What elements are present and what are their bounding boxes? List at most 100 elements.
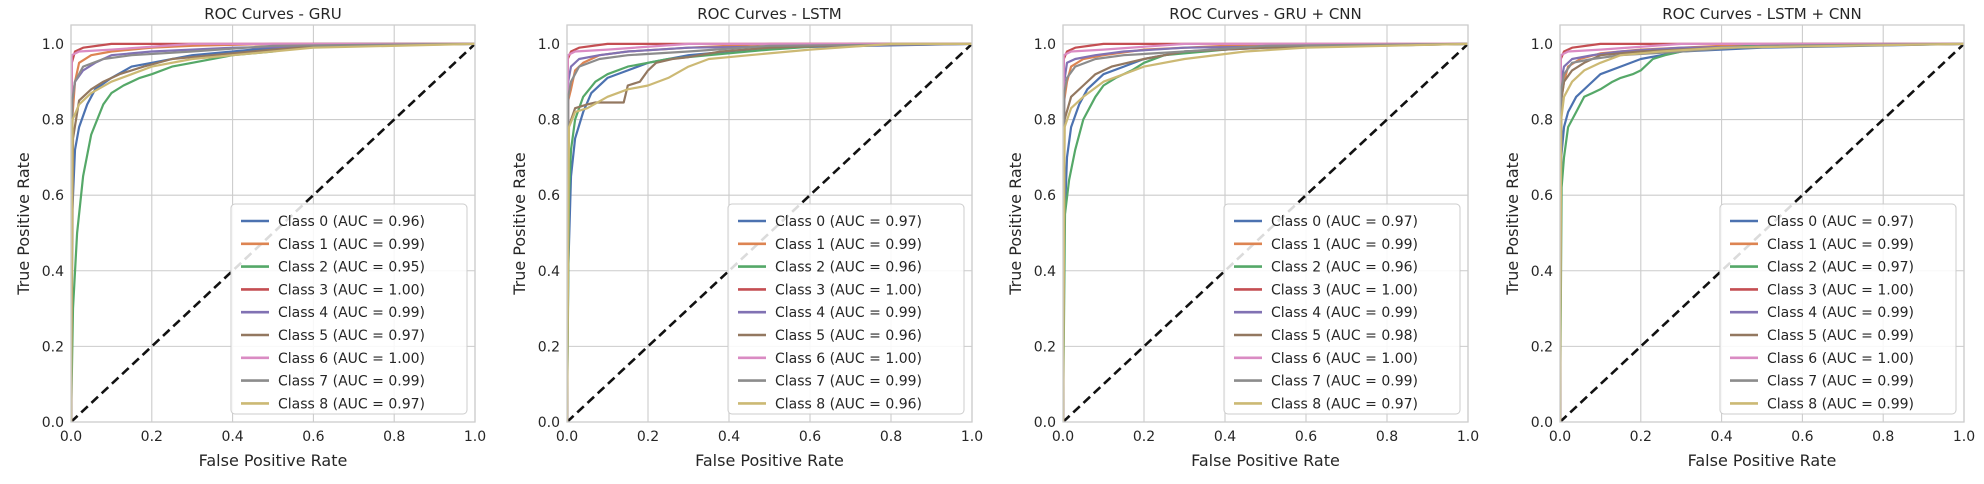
legend-label: Class 4 (AUC = 0.99) [278,305,425,321]
chance-diagonal-line [71,42,475,422]
y-axis-label: True Positive Rate [1006,152,1025,296]
legend-box [1719,203,1957,415]
x-tick-label: 0.8 [880,429,902,445]
y-tick-label: 0.4 [42,264,64,280]
legend-box [230,203,468,415]
y-tick-label: 0.0 [1531,415,1553,431]
legend-label: Class 0 (AUC = 0.97) [775,214,922,230]
roc-curve-class-7 [71,42,475,422]
y-tick-label: 0.4 [1034,264,1056,280]
plot-frame [70,24,476,423]
y-axis-label: True Positive Rate [14,152,33,296]
x-tick-label: 0.2 [1133,429,1155,445]
roc-curve-class-2 [1063,42,1468,422]
legend-label: Class 0 (AUC = 0.97) [1271,214,1418,230]
x-tick-label: 1.0 [1953,429,1975,445]
chance-diagonal-line [1063,42,1468,422]
plot-frame [1559,24,1965,423]
x-axis-label: False Positive Rate [1191,451,1340,470]
y-axis-label: True Positive Rate [510,152,529,296]
y-tick-label: 0.8 [1034,113,1056,129]
x-tick-label: 0.8 [1872,429,1894,445]
y-tick-label: 0.2 [538,339,560,355]
plot-frame [1062,24,1469,423]
x-tick-label: 0.4 [221,429,243,445]
legend-label: Class 1 (AUC = 0.99) [1271,237,1418,253]
legend-label: Class 7 (AUC = 0.99) [278,374,425,390]
x-tick-label: 0.2 [637,429,659,445]
legend-label: Class 3 (AUC = 1.00) [775,282,922,298]
x-tick-label: 0.6 [1295,429,1317,445]
legend-box [1223,203,1461,415]
legend-label: Class 7 (AUC = 0.99) [1767,374,1914,390]
legend-label: Class 2 (AUC = 0.96) [775,260,922,276]
chart-title: ROC Curves - GRU + CNN [1169,5,1362,23]
y-tick-label: 0.6 [538,188,560,204]
roc-curve-class-8 [1560,42,1964,422]
legend-label: Class 4 (AUC = 0.99) [775,305,922,321]
legend-label: Class 5 (AUC = 0.99) [1767,328,1914,344]
y-tick-label: 0.2 [1531,339,1553,355]
y-tick-label: 0.6 [42,188,64,204]
y-tick-label: 0.0 [42,415,64,431]
legend-label: Class 6 (AUC = 1.00) [775,351,922,367]
y-tick-label: 0.6 [1531,188,1553,204]
chart-title: ROC Curves - GRU [204,5,342,23]
x-tick-label: 0.2 [141,429,163,445]
roc-curve-class-7 [567,42,972,422]
plot-frame [566,24,973,423]
roc-curve-class-7 [1063,42,1468,422]
legend-label: Class 3 (AUC = 1.00) [1767,282,1914,298]
chart-title: ROC Curves - LSTM + CNN [1662,5,1862,23]
x-tick-label: 0.8 [383,429,405,445]
legend-label: Class 8 (AUC = 0.97) [1271,396,1418,412]
legend-label: Class 8 (AUC = 0.96) [775,396,922,412]
y-tick-label: 0.6 [1034,188,1056,204]
legend: Class 0 (AUC = 0.97) Class 1 (AUC = 0.99)… [727,203,965,415]
x-tick-label: 0.0 [60,429,82,445]
x-tick-label: 0.8 [1376,429,1398,445]
legend-label: Class 1 (AUC = 0.99) [1767,237,1914,253]
roc-curve-class-8 [71,42,475,422]
legend-label: Class 2 (AUC = 0.95) [278,260,425,276]
legend-label: Class 1 (AUC = 0.99) [775,237,922,253]
y-tick-label: 0.4 [538,264,560,280]
roc-curve-class-8 [567,42,972,422]
legend-label: Class 4 (AUC = 0.99) [1767,305,1914,321]
roc-curve-class-5 [567,42,972,422]
legend-label: Class 8 (AUC = 0.97) [278,396,425,412]
y-tick-label: 0.2 [1034,339,1056,355]
legend-label: Class 7 (AUC = 0.99) [1271,374,1418,390]
y-tick-label: 0.8 [1531,113,1553,129]
legend: Class 0 (AUC = 0.97) Class 1 (AUC = 0.99)… [1719,203,1957,415]
legend-label: Class 0 (AUC = 0.97) [1767,214,1914,230]
x-tick-label: 1.0 [464,429,486,445]
y-tick-label: 0.2 [42,339,64,355]
y-tick-label: 0.8 [42,113,64,129]
legend-label: Class 8 (AUC = 0.99) [1767,396,1914,412]
chance-diagonal-line [1560,42,1964,422]
chart-title: ROC Curves - LSTM [697,5,841,23]
legend-label: Class 5 (AUC = 0.97) [278,328,425,344]
x-tick-label: 0.2 [1630,429,1652,445]
roc-curve-class-8 [1063,42,1468,422]
legend-box [727,203,965,415]
y-tick-label: 1.0 [538,37,560,53]
legend: Class 0 (AUC = 0.96) Class 1 (AUC = 0.99)… [230,203,468,415]
y-tick-label: 1.0 [1034,37,1056,53]
legend: Class 0 (AUC = 0.97) Class 1 (AUC = 0.99)… [1223,203,1461,415]
y-tick-label: 0.0 [538,415,560,431]
roc-panel-3: 0.0 0.2 0.4 0.6 0.8 1.0 0.0 0.2 0.4 0.6 0.8 1.0 ROC … [1006,5,1479,470]
y-tick-label: 1.0 [1531,37,1553,53]
y-tick-label: 1.0 [42,37,64,53]
x-tick-label: 1.0 [961,429,983,445]
chance-diagonal-line [567,42,972,422]
legend-label: Class 0 (AUC = 0.96) [278,214,425,230]
roc-panel-4: 0.0 0.2 0.4 0.6 0.8 1.0 0.0 0.2 0.4 0.6 0.8 1.0 ROC … [1503,5,1975,470]
roc-curve-class-2 [567,42,972,422]
x-tick-label: 0.0 [1052,429,1074,445]
x-tick-label: 0.4 [1710,429,1732,445]
y-axis-label: True Positive Rate [1503,152,1522,296]
x-tick-label: 1.0 [1457,429,1479,445]
